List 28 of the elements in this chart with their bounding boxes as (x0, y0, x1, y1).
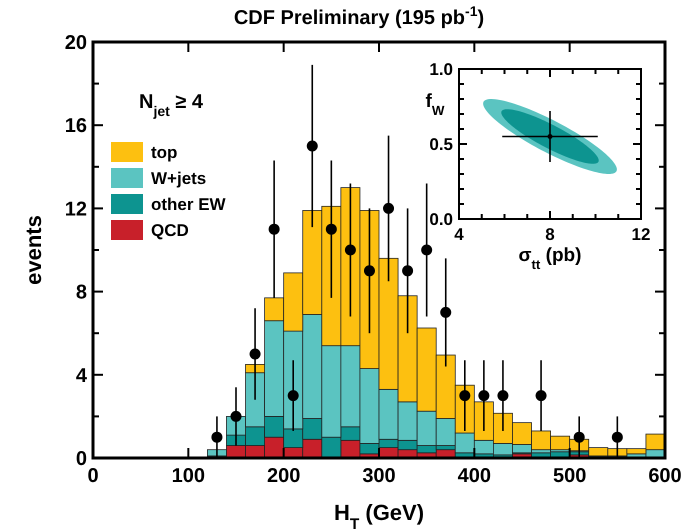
x-tick-label: 100 (172, 465, 206, 487)
x-tick-label: 600 (648, 465, 682, 487)
y-tick-label: 0.0 (429, 210, 453, 229)
legend-label: other EW (151, 195, 227, 214)
annotation: N$_{jet}$ ≥ 4 (139, 91, 204, 119)
legend-label: top (151, 143, 178, 162)
y-tick-label: 20 (64, 32, 87, 54)
x-tick-label: 300 (362, 465, 396, 487)
legend-label: W+jets (151, 169, 206, 188)
y-tick-label: 0 (76, 448, 87, 470)
x-axis-title: H$_{T}$ (GeV) (334, 500, 424, 532)
y-tick-label: 16 (64, 115, 87, 138)
y-tick-label: 0.5 (429, 134, 453, 154)
y-tick-label: 1.0 (429, 60, 453, 79)
x-tick-label: 12 (632, 225, 650, 244)
y-axis-title: f$_{W}$ (426, 91, 445, 118)
x-tick-label: 8 (545, 225, 555, 244)
x-tick-label: 400 (458, 465, 492, 487)
y-tick-label: 4 (76, 364, 88, 387)
legend-label: QCD (151, 221, 189, 240)
y-axis-title: events (21, 215, 46, 285)
x-tick-label: 200 (266, 465, 300, 487)
x-axis-title: σ$_{tt}$ (pb) (518, 245, 582, 272)
y-tick-label: 8 (76, 282, 87, 304)
x-tick-label: 500 (552, 465, 586, 487)
chart-title: CDF Preliminary (195 pb$^{-1}$) (234, 3, 484, 29)
x-tick-label: 4 (454, 225, 464, 244)
y-tick-label: 12 (64, 198, 87, 220)
